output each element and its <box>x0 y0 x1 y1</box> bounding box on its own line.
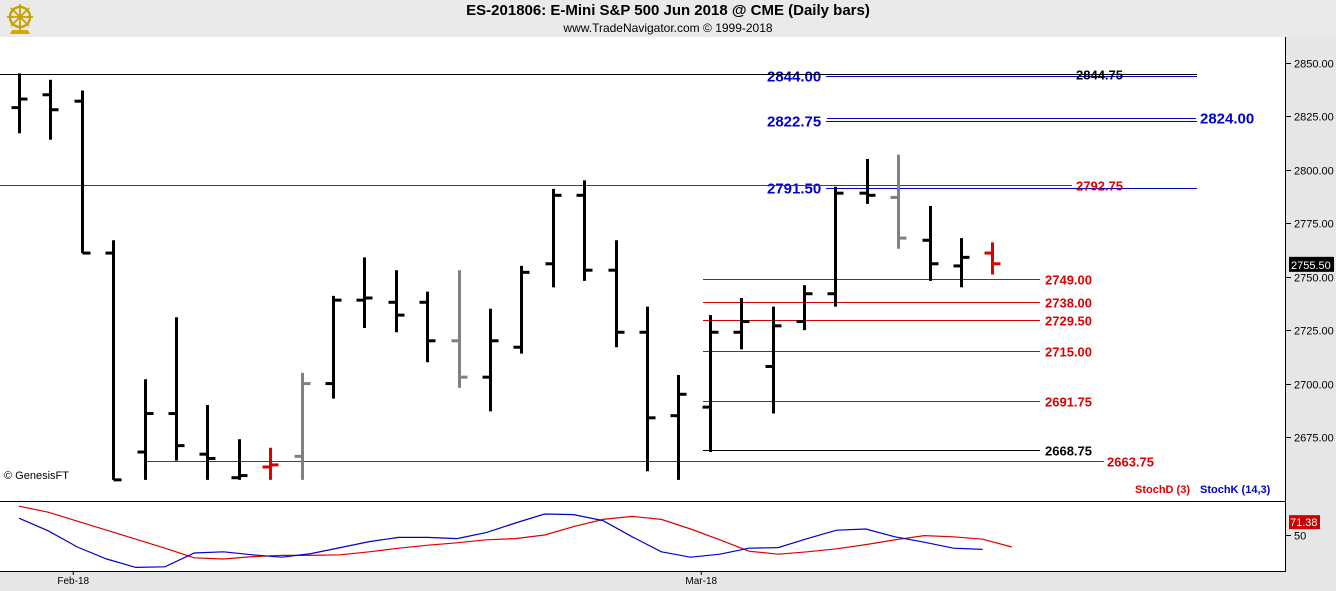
price-bar <box>859 158 876 204</box>
price-bar <box>827 186 844 307</box>
last-price-box <box>1289 256 1334 272</box>
price-bar <box>11 73 28 134</box>
price-bar <box>922 206 939 281</box>
y-tick-label: 2750.00 <box>1294 273 1334 285</box>
legend-stochd: StochD (3) <box>1135 484 1190 496</box>
y-tick-label: 2800.00 <box>1294 166 1334 178</box>
price-bar <box>984 242 1001 275</box>
level-label: 2738.00 <box>1045 296 1092 311</box>
level-label: 2749.00 <box>1045 273 1092 288</box>
right-axis-panel <box>1286 37 1336 591</box>
stoch-last-box <box>1289 515 1320 530</box>
price-bar <box>513 265 530 354</box>
level-label: 2791.50 <box>767 181 821 198</box>
price-bar <box>451 270 468 388</box>
price-bar <box>388 270 405 333</box>
stoch-line-k <box>18 513 983 569</box>
x-tick-label: Mar-18 <box>685 576 717 587</box>
price-bar <box>356 257 373 328</box>
price-bar <box>42 79 59 140</box>
price-bar <box>74 90 91 255</box>
level-label: 2844.75 <box>1076 68 1123 83</box>
level-label: 2691.75 <box>1045 395 1092 410</box>
price-bar <box>262 447 279 480</box>
y-tick-label: 2675.00 <box>1294 433 1334 445</box>
price-bar <box>482 308 499 412</box>
level-label: 2663.75 <box>1107 455 1154 470</box>
price-bar <box>231 439 248 480</box>
level-label: 2729.50 <box>1045 314 1092 329</box>
price-bar <box>890 154 907 249</box>
price-bar <box>325 295 342 399</box>
x-tick-label: Feb-18 <box>57 576 89 587</box>
navigator-logo-icon <box>7 4 33 34</box>
price-bar <box>953 238 970 288</box>
y-tick-label: 2725.00 <box>1294 326 1334 338</box>
price-bar <box>670 375 687 480</box>
level-label: 2844.00 <box>767 69 821 86</box>
price-bar <box>419 291 436 363</box>
price-bar <box>608 240 625 348</box>
stoch-last-label: 71.38 <box>1290 517 1318 529</box>
title-bar: ES-201806: E-Mini S&P 500 Jun 2018 @ CME… <box>0 0 1336 37</box>
corner-panel <box>1286 571 1336 591</box>
price-bar <box>168 317 185 461</box>
chart-subtitle: www.TradeNavigator.com © 1999-2018 <box>563 21 773 35</box>
level-label: 2668.75 <box>1045 444 1092 459</box>
level-label: 2792.75 <box>1076 179 1123 194</box>
bottom-axis-panel <box>0 571 1286 591</box>
price-bar <box>294 372 311 480</box>
price-bar <box>796 285 813 331</box>
stoch-line-d <box>18 505 1012 560</box>
y-tick-label: 2775.00 <box>1294 219 1334 231</box>
price-bar <box>576 180 593 281</box>
price-bar <box>765 306 782 414</box>
chart-title: ES-201806: E-Mini S&P 500 Jun 2018 @ CME… <box>466 2 870 19</box>
price-bar <box>137 379 154 480</box>
y-tick-label: 2825.00 <box>1294 112 1334 124</box>
price-bar <box>105 240 122 482</box>
y-tick-label: 2850.00 <box>1294 59 1334 71</box>
level-label: 2822.75 <box>767 114 821 131</box>
level-label: 2824.00 <box>1200 111 1254 128</box>
price-bar <box>199 404 216 480</box>
stoch-y-tick-label: 50 <box>1294 531 1306 543</box>
price-bar <box>545 188 562 288</box>
y-tick-label: 2700.00 <box>1294 380 1334 392</box>
price-bar <box>733 298 750 350</box>
watermark-label: © GenesisFT <box>4 470 69 482</box>
price-bar <box>639 306 656 472</box>
price-bar <box>702 315 719 453</box>
last-price-label: 2755.50 <box>1291 260 1331 272</box>
level-label: 2715.00 <box>1045 345 1092 360</box>
legend-stochk: StochK (14,3) <box>1200 484 1271 496</box>
